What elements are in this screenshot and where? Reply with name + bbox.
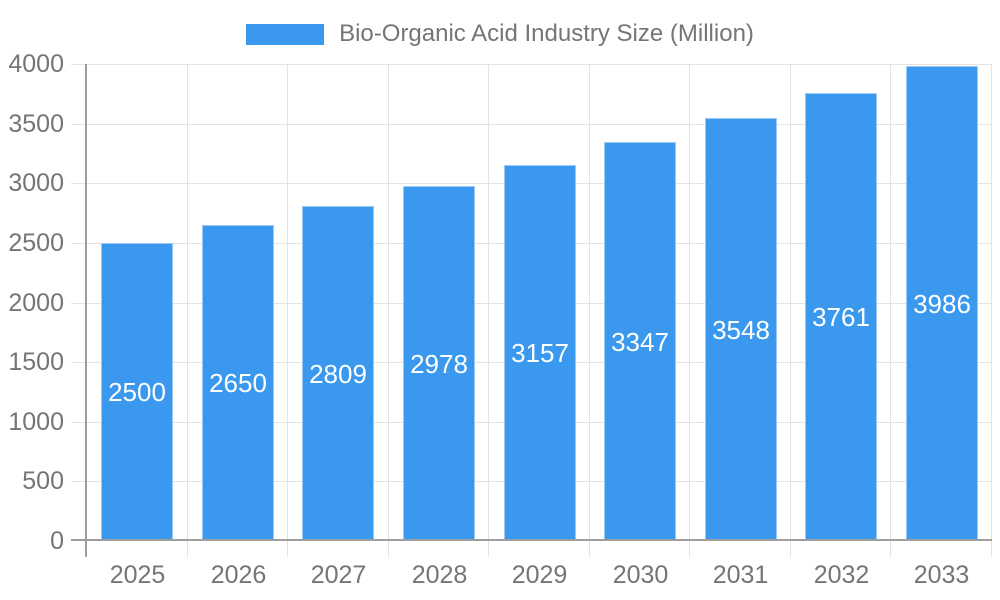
chart-legend[interactable]: Bio-Organic Acid Industry Size (Million) xyxy=(0,20,1000,48)
y-axis-line xyxy=(85,64,87,557)
y-tick-label-3000: 3000 xyxy=(8,169,64,197)
plot-area: 0 500 1000 1500 2000 2500 3000 3500 4000 2500 2025… xyxy=(8,50,992,589)
x-tick-label-2027: 2027 xyxy=(310,561,367,589)
bar-value-label-2027: 2809 xyxy=(309,359,367,389)
y-tick-label-3500: 3500 xyxy=(8,110,64,138)
y-tick-label-2000: 2000 xyxy=(8,289,64,317)
bar-2027[interactable] xyxy=(302,206,374,541)
gridline-y-3500 xyxy=(71,124,992,125)
x-tick-label-2029: 2029 xyxy=(511,561,568,589)
x-tick-label-2032: 2032 xyxy=(813,561,870,589)
x-tick-label-2031: 2031 xyxy=(712,561,769,589)
x-axis-line xyxy=(71,539,992,541)
bar-value-label-2032: 3761 xyxy=(812,302,870,332)
bar-value-label-2033: 3986 xyxy=(913,289,971,319)
y-tick-label-0: 0 xyxy=(50,527,64,555)
bar-value-label-2025: 2500 xyxy=(108,377,166,407)
y-tick-label-500: 500 xyxy=(22,467,64,495)
legend-swatch xyxy=(246,23,325,45)
gridline-x-9 xyxy=(991,64,992,557)
bar-2032[interactable] xyxy=(805,93,877,541)
bar-2029[interactable] xyxy=(504,165,576,541)
x-tick-label-2028: 2028 xyxy=(411,561,468,589)
gridline-x-7 xyxy=(790,64,791,557)
legend-label: Bio-Organic Acid Industry Size (Million) xyxy=(339,20,754,47)
gridline-y-4000 xyxy=(71,64,992,65)
gridline-x-1 xyxy=(187,64,188,557)
bar-value-label-2031: 3548 xyxy=(712,315,770,345)
y-tick-label-1500: 1500 xyxy=(8,348,64,376)
bar-2025[interactable] xyxy=(101,243,173,541)
x-tick-label-2033: 2033 xyxy=(913,561,970,589)
bar-2033[interactable] xyxy=(906,66,978,541)
gridline-x-5 xyxy=(589,64,590,557)
gridline-x-6 xyxy=(689,64,690,557)
gridline-x-8 xyxy=(890,64,891,557)
bar-value-label-2030: 3347 xyxy=(611,327,669,357)
gridline-x-3 xyxy=(388,64,389,557)
gridline-x-2 xyxy=(287,64,288,557)
bar-value-label-2028: 2978 xyxy=(410,349,468,379)
bar-2031[interactable] xyxy=(705,118,777,541)
x-tick-label-2025: 2025 xyxy=(109,561,166,589)
x-tick-label-2026: 2026 xyxy=(210,561,267,589)
y-tick-label-4000: 4000 xyxy=(8,50,64,78)
bar-2030[interactable] xyxy=(604,142,676,541)
bar-2028[interactable] xyxy=(403,186,475,541)
y-tick-label-1000: 1000 xyxy=(8,408,64,436)
bar-2026[interactable] xyxy=(202,225,274,541)
y-tick-label-2500: 2500 xyxy=(8,229,64,257)
x-tick-label-2030: 2030 xyxy=(612,561,669,589)
gridline-x-4 xyxy=(488,64,489,557)
bar-value-label-2029: 3157 xyxy=(511,338,569,368)
bar-value-label-2026: 2650 xyxy=(209,368,267,398)
